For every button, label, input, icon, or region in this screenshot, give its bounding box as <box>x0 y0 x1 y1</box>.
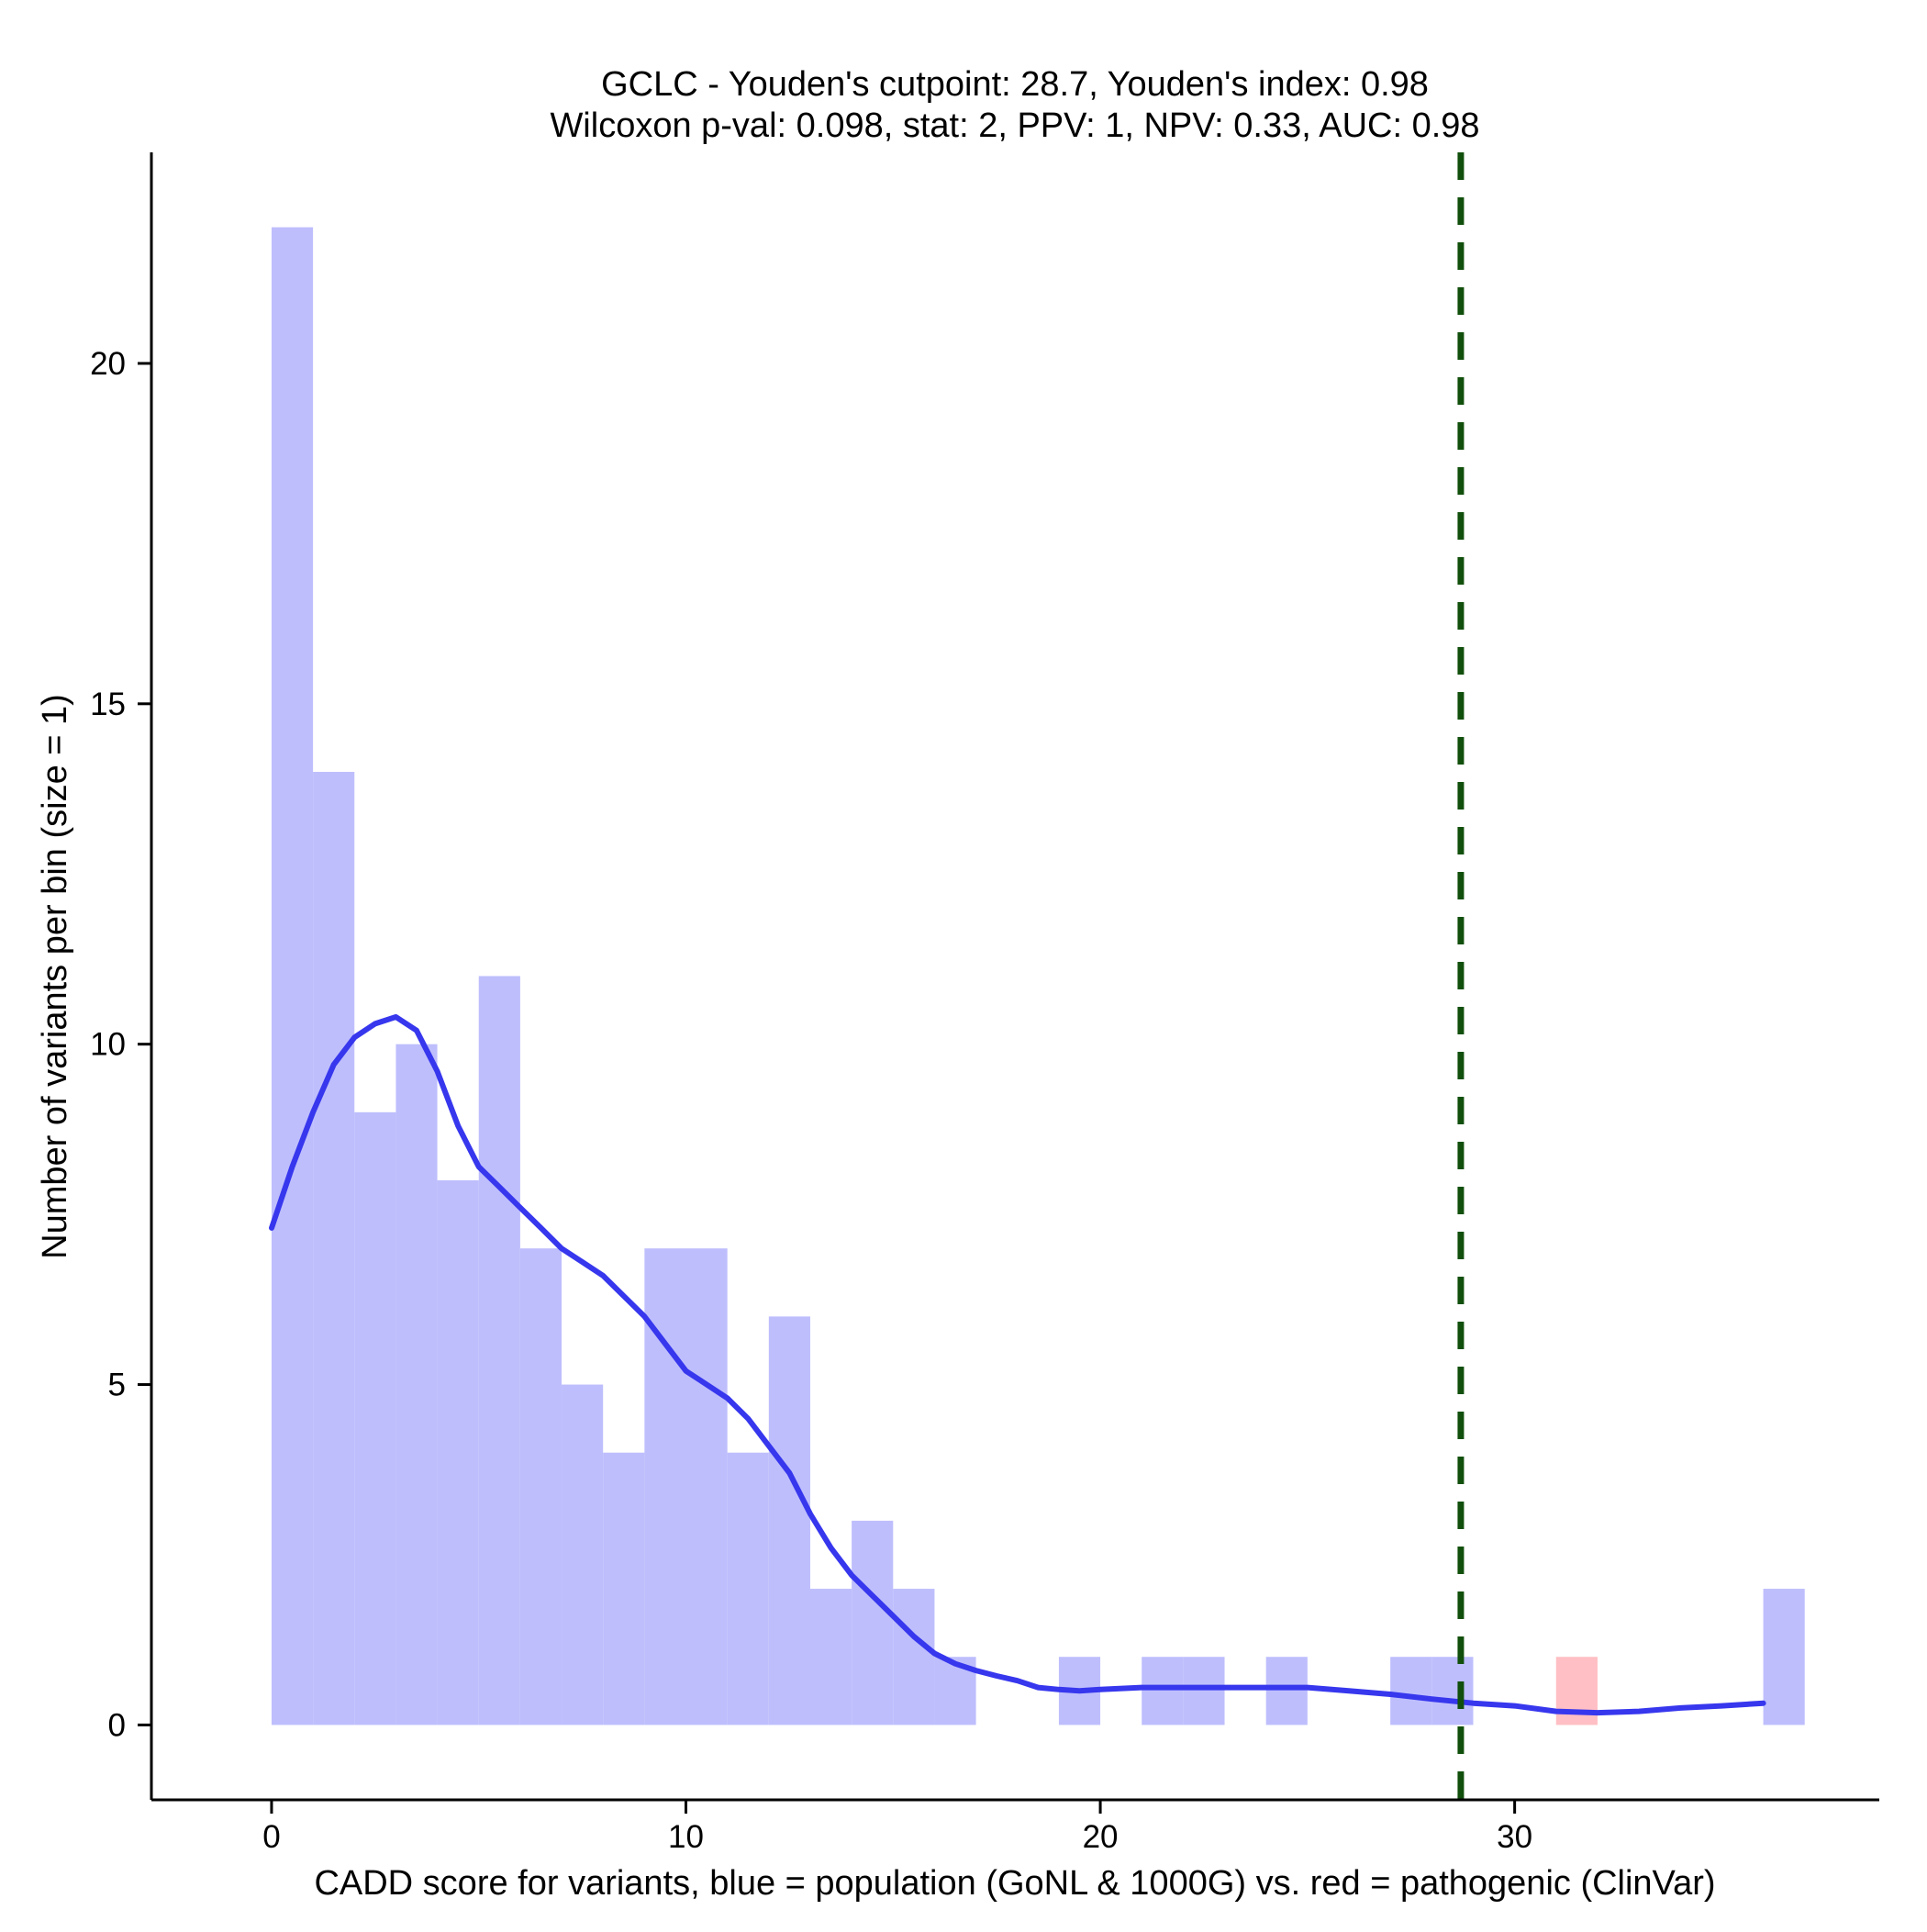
population-bar-2 <box>354 1111 396 1725</box>
y-tick-label-10: 10 <box>90 1027 126 1063</box>
y-axis-label: Number of variants per bin (size = 1) <box>36 694 74 1259</box>
x-tick-label-10: 10 <box>668 1819 704 1855</box>
bars-layer <box>271 227 1805 1725</box>
population-bar-21 <box>1142 1657 1184 1725</box>
population-bar-9 <box>644 1248 686 1725</box>
density-curve <box>269 1014 1766 1716</box>
population-bar-28 <box>1431 1657 1474 1725</box>
population-bar-27 <box>1390 1657 1432 1725</box>
population-bar-36 <box>1763 1589 1805 1725</box>
curve-layer <box>269 1014 1766 1716</box>
population-bar-5 <box>478 976 520 1725</box>
population-bar-1 <box>313 771 355 1725</box>
population-bar-6 <box>519 1248 563 1725</box>
ticks-layer: 0 10 20 30 0 5 10 15 20 <box>90 346 1532 1855</box>
population-bar-14 <box>852 1520 894 1725</box>
chart-subtitle: Wilcoxon p-val: 0.098, stat: 2, PPV: 1, … <box>550 106 1479 145</box>
y-tick-label-15: 15 <box>90 687 126 722</box>
chart-title: GCLC - Youden's cutpoint: 28.7, Youden's… <box>601 65 1429 104</box>
population-bar-24 <box>1265 1657 1308 1725</box>
y-tick-label-0: 0 <box>108 1707 126 1743</box>
population-bar-10 <box>685 1248 728 1725</box>
y-tick-label-20: 20 <box>90 346 126 382</box>
population-bar-0 <box>271 227 314 1725</box>
population-bar-15 <box>893 1589 935 1725</box>
axes-layer <box>150 152 1879 1802</box>
population-bar-7 <box>562 1384 604 1725</box>
x-tick-label-30: 30 <box>1497 1819 1532 1855</box>
y-tick-label-5: 5 <box>108 1368 126 1403</box>
x-tick-label-0: 0 <box>262 1819 280 1855</box>
population-bar-11 <box>727 1452 769 1725</box>
x-tick-label-20: 20 <box>1083 1819 1119 1855</box>
population-bar-4 <box>437 1180 479 1725</box>
population-bar-8 <box>603 1452 645 1725</box>
x-axis-label: CADD score for variants, blue = populati… <box>314 1864 1715 1903</box>
population-bar-12 <box>768 1316 810 1725</box>
population-bar-3 <box>395 1044 438 1725</box>
population-bar-13 <box>809 1589 852 1725</box>
population-bar-22 <box>1183 1657 1225 1725</box>
